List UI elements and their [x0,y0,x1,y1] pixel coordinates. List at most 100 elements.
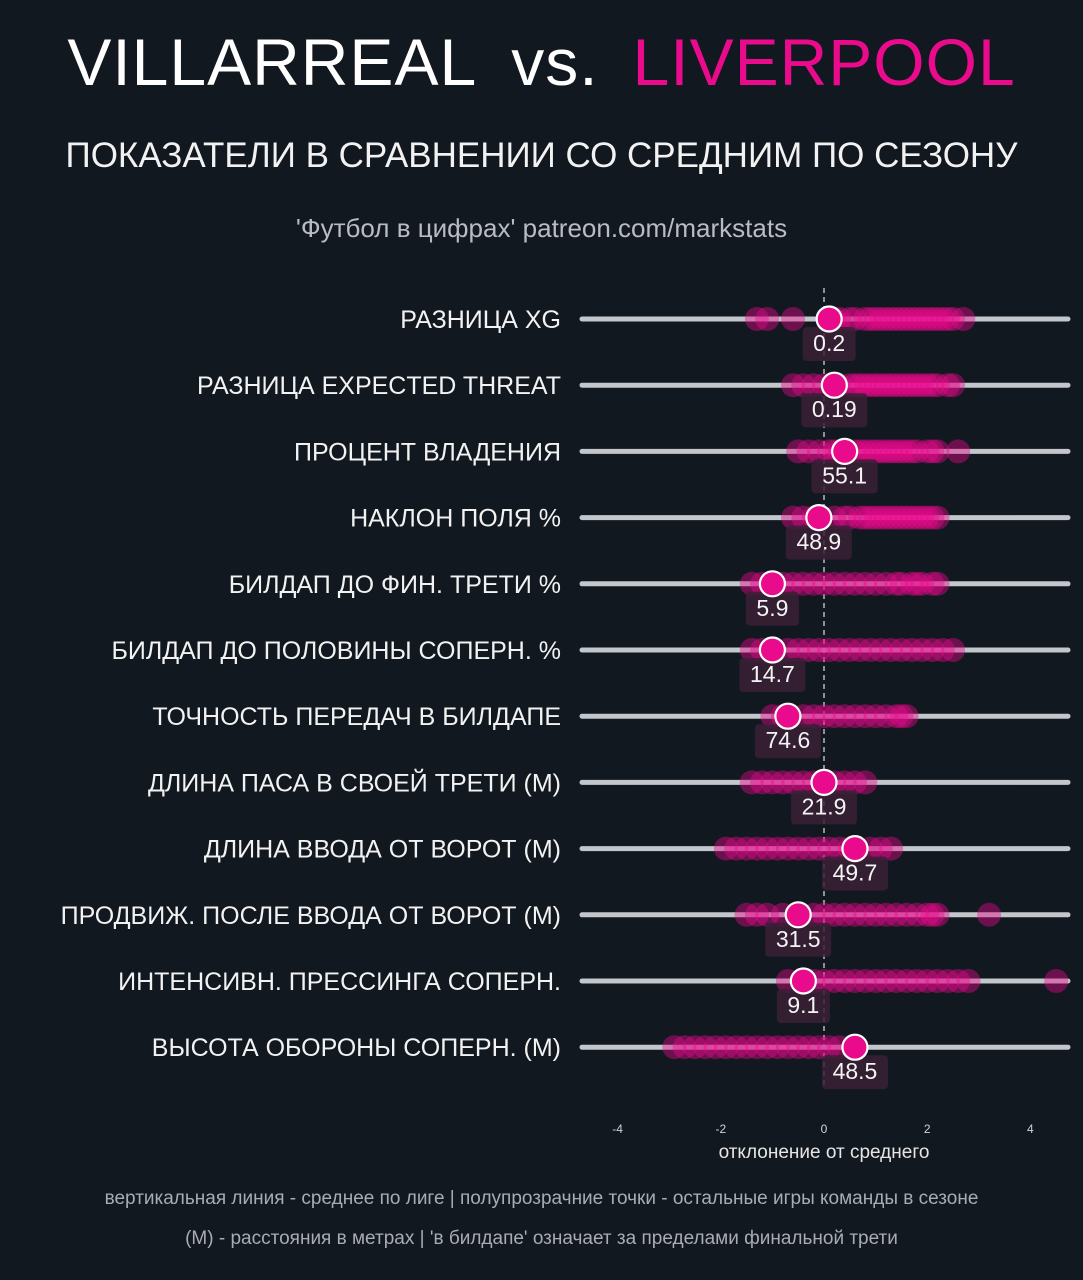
season-game-point [956,969,981,993]
metric-label: РАЗНИЦА EXPECTED THREAT [197,372,561,400]
season-game-point [935,969,960,993]
season-game-point [822,571,847,596]
season-game-point [806,439,831,464]
season-game-point [899,571,924,596]
season-game-point [941,307,965,331]
season-game-point [713,1035,738,1060]
season-game-point [806,1035,831,1060]
season-game-point [894,439,919,464]
season-game-point [806,638,831,662]
season-game-point [801,373,826,398]
season-game-point [755,1035,780,1060]
season-game-point [1044,969,1069,993]
season-game-point [817,638,842,662]
season-game-point [915,307,940,331]
season-game-point [925,439,950,464]
season-game-point [920,307,945,331]
season-game-point [724,836,749,861]
season-game-point [884,969,909,993]
season-game-point [832,770,857,795]
season-game-point [863,439,888,464]
season-game-point [873,373,898,398]
season-game-point [894,505,919,530]
value-label-box [821,856,888,891]
season-game-point [755,902,780,927]
season-game-point [873,969,898,993]
match-marker [789,967,817,995]
season-game-point [904,307,929,331]
season-game-point [739,571,764,596]
season-game-point [837,638,862,662]
season-game-point [863,373,888,398]
season-game-point [884,307,909,331]
value-label-box [821,1055,888,1090]
season-game-point [930,307,955,331]
match-marker [805,503,833,532]
season-game-point [873,902,898,927]
season-game-point [791,770,816,795]
metric-label: ПРОДВИЖ. ПОСЛЕ ВВОДА ОТ ВОРОТ (М) [61,902,561,930]
season-game-point [842,770,867,795]
season-game-point [920,373,945,398]
season-game-point [734,902,759,927]
season-game-point [739,638,764,662]
season-game-point [915,505,940,530]
value-label: 49.7 [833,860,878,886]
value-label: 0.19 [812,396,857,422]
season-game-point [925,571,950,596]
season-game-point [920,439,945,464]
value-label: 48.9 [796,529,841,555]
season-game-point [693,1035,718,1060]
credit-line: 'Футбол в цифрах' patreon.com/markstats [295,213,788,243]
match-marker [841,1033,869,1061]
season-game-point [868,505,893,530]
season-game-point [858,638,883,662]
season-game-point [832,969,857,993]
season-game-point [894,307,919,331]
season-game-point [822,969,847,993]
season-game-point [889,439,914,464]
season-game-point [935,307,960,331]
metric-label: ПРОЦЕНТ ВЛАДЕНИЯ [294,438,561,466]
season-game-point [868,439,893,464]
season-game-point [884,704,909,729]
season-game-point [884,373,909,398]
season-game-point [853,307,878,331]
value-label-box [785,525,852,560]
season-game-point [750,770,775,795]
x-axis-title: отклонение от среднего [719,1142,930,1163]
season-game-point [853,439,878,464]
match-marker [841,834,869,863]
season-game-point [915,439,940,464]
metric-label: РАЗНИЦА XG [400,306,561,334]
season-game-point [899,307,924,331]
season-game-point [884,439,909,464]
metric-label: БИЛДАП ДО ФИН. ТРЕТИ % [229,571,561,599]
season-game-point [781,307,806,331]
season-game-point [868,307,893,331]
season-game-point [781,571,806,596]
season-game-point [853,571,878,596]
season-game-point [889,373,914,398]
season-game-point [781,770,806,795]
season-game-point [899,439,924,464]
season-game-point [796,836,821,861]
season-game-point [786,439,811,464]
season-game-point [812,969,836,993]
footer-note-2: (М) - расстояния в метрах | 'в билдапе' … [185,1228,898,1249]
season-game-point [873,307,898,331]
season-game-point [775,1035,800,1060]
season-game-point [894,704,919,729]
season-game-point [744,307,769,331]
season-game-point [770,770,795,795]
season-game-point [817,836,842,861]
season-game-point [791,571,816,596]
season-game-point [879,439,904,464]
season-game-point [832,902,857,927]
metric-label: ДЛИНА ПАСА В СВОЕЙ ТРЕТИ (М) [148,767,561,797]
season-game-point [925,307,950,331]
season-game-point [842,704,867,729]
season-game-point [683,1035,707,1060]
season-game-point [863,505,888,530]
season-game-point [744,836,769,861]
